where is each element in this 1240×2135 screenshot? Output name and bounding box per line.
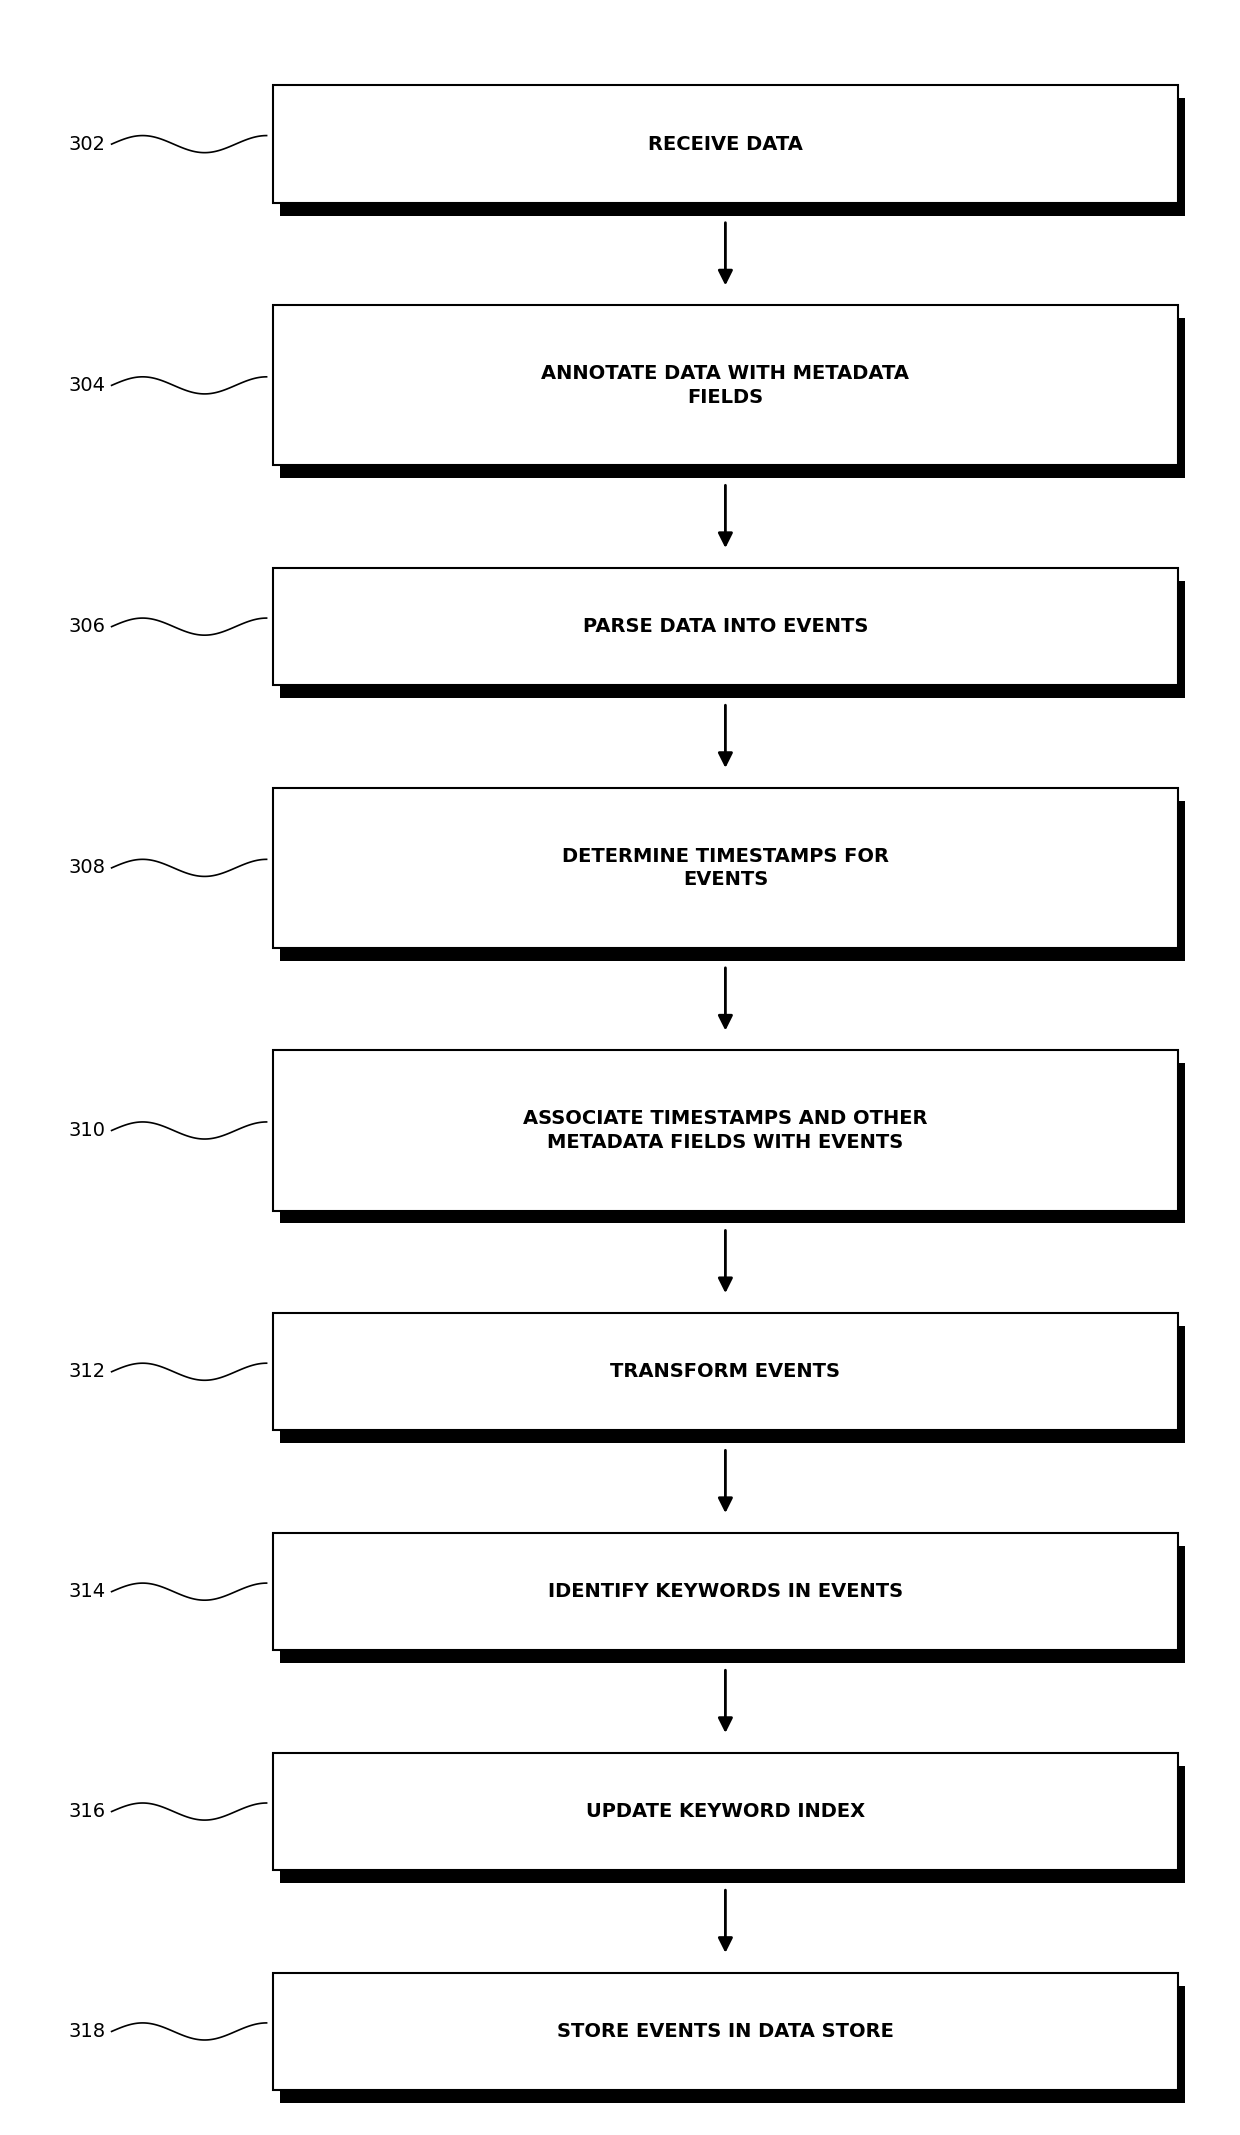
Text: TRANSFORM EVENTS: TRANSFORM EVENTS <box>610 1362 841 1381</box>
Bar <box>273 1533 1178 1650</box>
Bar <box>280 98 1185 216</box>
Text: 304: 304 <box>68 376 105 395</box>
Bar <box>273 1753 1178 1870</box>
Text: 318: 318 <box>68 2022 105 2041</box>
Bar <box>280 801 1185 961</box>
Text: 312: 312 <box>68 1362 105 1381</box>
Text: RECEIVE DATA: RECEIVE DATA <box>649 135 802 154</box>
Bar <box>280 1546 1185 1663</box>
Bar <box>273 568 1178 685</box>
Bar <box>273 85 1178 203</box>
Text: ANNOTATE DATA WITH METADATA
FIELDS: ANNOTATE DATA WITH METADATA FIELDS <box>542 365 909 406</box>
Bar <box>280 318 1185 478</box>
Text: 316: 316 <box>68 1802 105 1821</box>
Text: DETERMINE TIMESTAMPS FOR
EVENTS: DETERMINE TIMESTAMPS FOR EVENTS <box>562 848 889 888</box>
Text: 310: 310 <box>68 1121 105 1140</box>
Bar <box>280 581 1185 698</box>
Bar <box>280 1326 1185 1443</box>
Text: PARSE DATA INTO EVENTS: PARSE DATA INTO EVENTS <box>583 617 868 636</box>
Text: ASSOCIATE TIMESTAMPS AND OTHER
METADATA FIELDS WITH EVENTS: ASSOCIATE TIMESTAMPS AND OTHER METADATA … <box>523 1110 928 1151</box>
Text: 308: 308 <box>68 858 105 877</box>
Text: UPDATE KEYWORD INDEX: UPDATE KEYWORD INDEX <box>585 1802 866 1821</box>
Bar <box>273 305 1178 465</box>
Text: 302: 302 <box>68 135 105 154</box>
Text: IDENTIFY KEYWORDS IN EVENTS: IDENTIFY KEYWORDS IN EVENTS <box>548 1582 903 1601</box>
Bar <box>280 1766 1185 1883</box>
Text: 306: 306 <box>68 617 105 636</box>
Bar <box>273 1313 1178 1430</box>
Bar <box>273 1973 1178 2090</box>
Bar <box>280 1986 1185 2103</box>
Text: STORE EVENTS IN DATA STORE: STORE EVENTS IN DATA STORE <box>557 2022 894 2041</box>
Bar <box>273 1050 1178 1211</box>
Bar <box>280 1063 1185 1223</box>
Text: 314: 314 <box>68 1582 105 1601</box>
Bar <box>273 788 1178 948</box>
